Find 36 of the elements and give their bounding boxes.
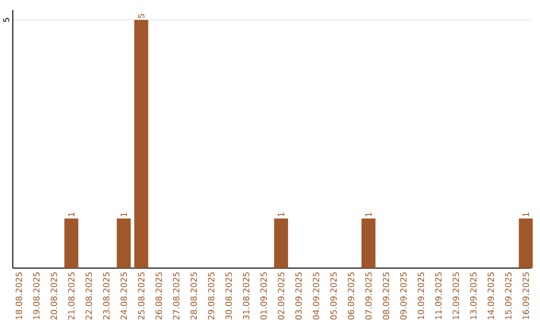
data-label: 1 [68, 212, 74, 216]
x-tick-label: 15.09.2025 [505, 272, 512, 320]
x-tick-label: 09.09.2025 [400, 272, 407, 320]
x-tick-label: 19.08.2025 [33, 272, 40, 320]
x-tick-label: 10.09.2025 [418, 272, 424, 320]
x-tick-label: 30.08.2025 [225, 272, 232, 320]
x-tick-label: 16.09.2025 [522, 272, 529, 320]
x-tick-label: 02.09.2025 [278, 272, 284, 320]
x-tick-label: 06.09.2025 [348, 272, 354, 320]
x-tick-label: 11.09.2025 [435, 272, 442, 320]
x-tick-label: 21.08.2025 [68, 272, 75, 320]
x-tick-label: 04.09.2025 [312, 272, 320, 320]
x-tick-label: 01.09.2025 [260, 272, 267, 320]
x-tick-label: 13.09.2025 [470, 272, 477, 320]
x-tick-label: 22.08.2025 [86, 272, 92, 320]
x-tick-label: 31.08.2025 [242, 272, 250, 320]
data-label: 1 [522, 212, 529, 216]
data-label: 5 [138, 14, 144, 18]
x-tick-label: 12.09.2025 [452, 272, 460, 320]
x-tick-label: 18.08.2025 [16, 272, 22, 320]
x-tick-label: 20.08.2025 [50, 272, 58, 320]
x-tick-label: 27.08.2025 [173, 272, 180, 320]
x-tick-label: 29.08.2025 [208, 272, 214, 320]
x-tick-label: 25.08.2025 [138, 272, 144, 320]
x-tick-label: 28.08.2025 [190, 272, 197, 320]
data-label: 1 [365, 212, 372, 216]
data-label: 1 [120, 212, 127, 216]
x-tick-label: 14.09.2025 [488, 272, 494, 320]
x-tick-label: 23.08.2025 [103, 272, 110, 320]
x-tick-label: 24.08.2025 [120, 272, 127, 320]
x-tick-label: 08.09.2025 [382, 272, 390, 320]
x-tick-label: 26.08.2025 [156, 272, 162, 320]
x-tick-label: 05.09.2025 [330, 272, 337, 320]
data-label: 1 [278, 212, 284, 216]
x-tick-label: 03.09.2025 [295, 272, 302, 320]
x-tick-label: 07.09.2025 [365, 272, 372, 320]
